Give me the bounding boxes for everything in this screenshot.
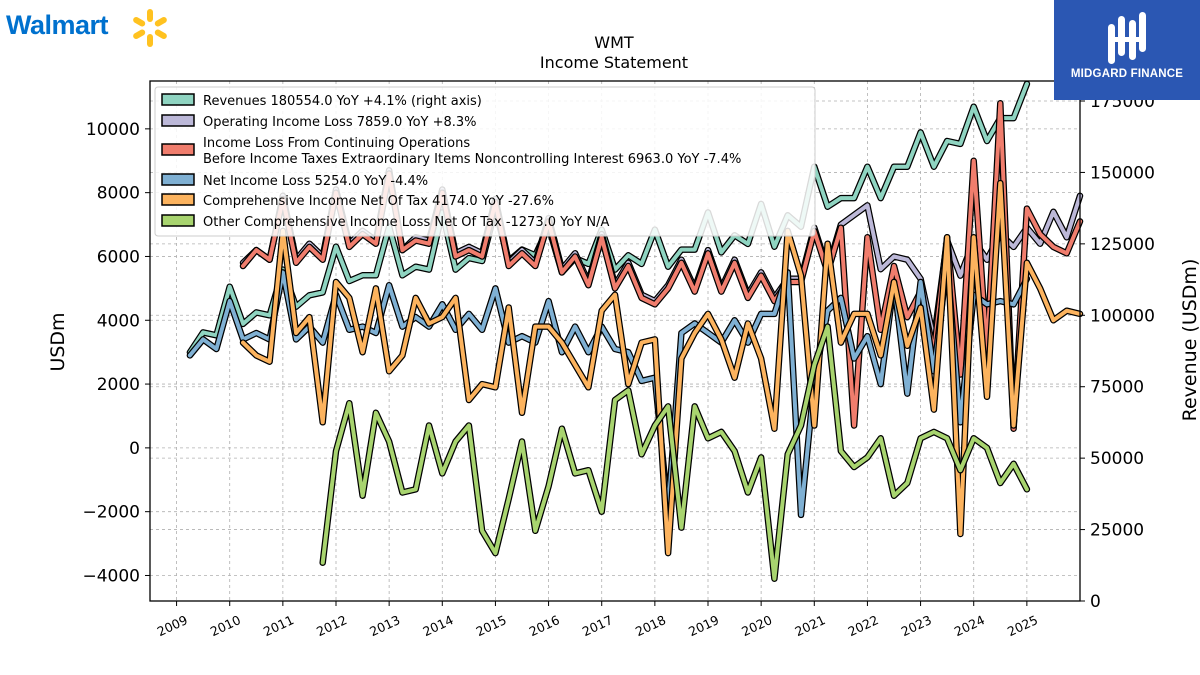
legend-swatch — [161, 93, 195, 106]
x-tick-label: 2023 — [899, 612, 934, 639]
x-tick-label: 2021 — [792, 612, 827, 639]
x-tick-label: 2011 — [261, 612, 296, 639]
legend-label: Comprehensive Income Net Of Tax 4174.0 Y… — [203, 194, 554, 209]
y-right-tick-label: 75000 — [1090, 378, 1144, 398]
x-tick-label: 2017 — [580, 612, 615, 639]
legend-label: Other Comprehensive Income Loss Net Of T… — [203, 215, 609, 230]
x-tick-label: 2025 — [1005, 612, 1040, 639]
legend-swatch — [161, 143, 195, 156]
x-tick-label: 2015 — [474, 612, 509, 639]
y-tick-label: 4000 — [97, 311, 140, 331]
midgard-finance-logo: MIDGARD FINANCE — [1054, 0, 1200, 100]
legend-label: Net Income Loss 5254.0 YoY -4.4% — [203, 174, 428, 189]
y-tick-label: 6000 — [97, 247, 140, 267]
x-tick-label: 2013 — [367, 612, 402, 639]
legend-label: Before Income Taxes Extraordinary Items … — [203, 152, 741, 167]
y-tick-label: −4000 — [82, 566, 140, 586]
x-axis: 2009 2010 2011 2012 2013 2014 2015 2016 2017 2018… — [155, 601, 1040, 639]
y-axis-label-right: Revenue (USDm) — [1179, 259, 1200, 422]
y-right-tick-label: 125000 — [1090, 235, 1155, 255]
y-right-tick-label: 100000 — [1090, 306, 1155, 326]
legend-label: Income Loss From Continuing Operations — [203, 136, 470, 151]
midgard-logo-text: MIDGARD FINANCE — [1070, 68, 1184, 80]
left-y-axis: −4000 −2000 0 2000 4000 6000 8000 10000 — [82, 120, 150, 586]
y-tick-label: 2000 — [97, 375, 140, 395]
legend-swatch — [161, 193, 195, 206]
legend-box — [154, 86, 816, 237]
x-tick-label: 2019 — [686, 612, 721, 639]
x-tick-label: 2012 — [314, 612, 349, 639]
legend-label: Operating Income Loss 7859.0 YoY +8.3% — [203, 115, 477, 130]
chart-subtitle: Income Statement — [540, 53, 688, 72]
walmart-spark-icon — [133, 9, 167, 47]
legend-swatch — [161, 173, 195, 186]
series-6-line — [320, 324, 1029, 581]
walmart-logo: Walmart — [6, 8, 176, 48]
x-tick-label: 2009 — [155, 612, 190, 639]
legend: Revenues 180554.0 YoY +4.1% (right axis)… — [154, 86, 816, 237]
y-right-tick-label: 50000 — [1090, 449, 1144, 469]
y-right-tick-label: 25000 — [1090, 521, 1144, 541]
legend-label: Revenues 180554.0 YoY +4.1% (right axis) — [203, 94, 482, 109]
x-tick-label: 2018 — [633, 612, 668, 639]
y-tick-label: 10000 — [86, 120, 140, 140]
y-right-tick-label: 0 — [1090, 592, 1101, 612]
chart-title: WMT — [594, 33, 634, 52]
y-tick-label: 0 — [129, 439, 140, 459]
y-tick-label: 8000 — [97, 184, 140, 204]
plot-area-frame — [149, 80, 1081, 602]
series-layer — [186, 80, 1084, 582]
x-tick-label: 2010 — [208, 612, 243, 639]
x-tick-label: 2022 — [846, 612, 881, 639]
legend-swatch — [161, 214, 195, 227]
series-5-line — [241, 181, 1082, 556]
x-tick-label: 2020 — [739, 612, 774, 639]
x-tick-label: 2014 — [420, 612, 455, 639]
legend-swatch — [161, 114, 195, 127]
walmart-logo-text: Walmart — [6, 10, 109, 40]
y-right-tick-label: 150000 — [1090, 163, 1155, 183]
x-tick-label: 2024 — [952, 612, 987, 639]
y-tick-label: −2000 — [82, 503, 140, 523]
x-tick-label: 2016 — [527, 612, 562, 639]
midgard-mark-icon — [1108, 12, 1146, 64]
y-axis-label-left: USDm — [47, 312, 69, 371]
